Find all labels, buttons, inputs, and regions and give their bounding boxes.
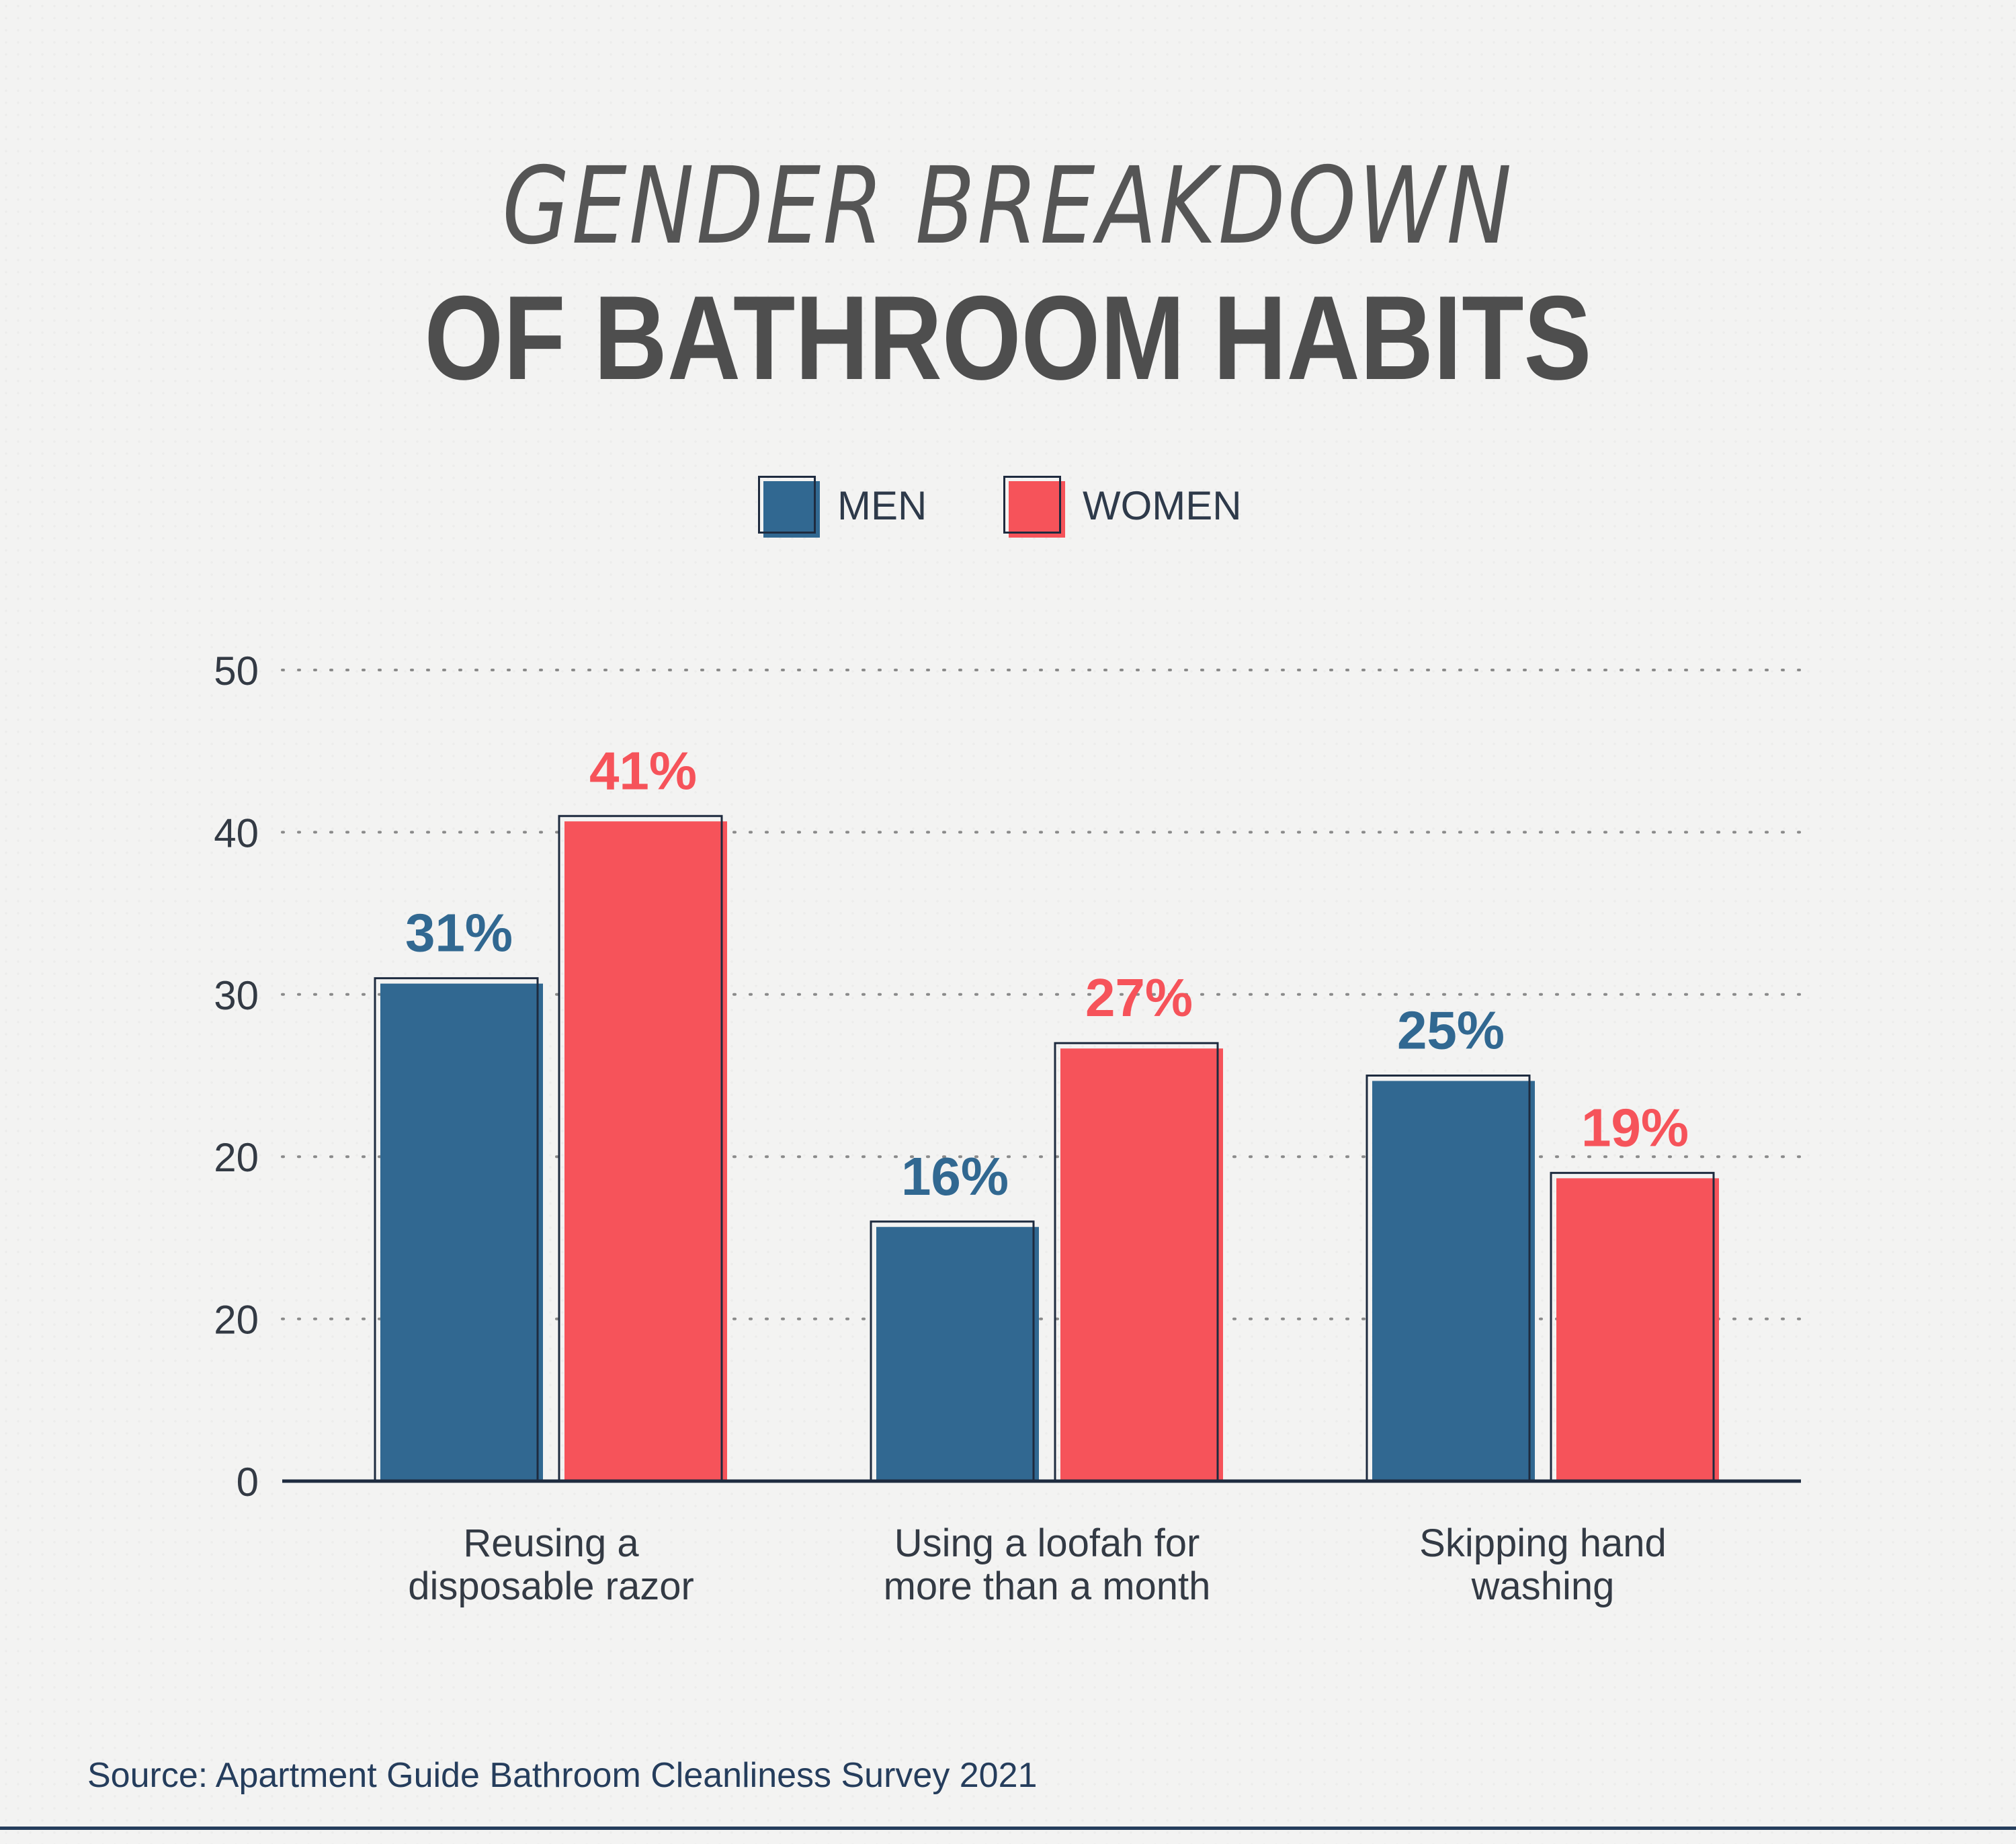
bar-women-2 [1556, 1178, 1719, 1481]
legend-swatch-women [1003, 476, 1065, 538]
x-category-label-0-line-0: Reusing a [463, 1521, 639, 1565]
legend-label-women: WOMEN [1083, 483, 1242, 528]
data-label-men-2: 25% [1397, 1001, 1505, 1060]
y-tick-label-2: 20 [214, 1135, 259, 1180]
bar-women-0 [564, 821, 727, 1481]
y-tick-label-1: 20 [214, 1298, 259, 1343]
chart-title-line2: OF BATHROOM HABITS [424, 271, 1592, 405]
data-label-women-2: 19% [1581, 1097, 1689, 1157]
source-note: Source: Apartment Guide Bathroom Cleanli… [87, 1756, 1038, 1795]
y-tick-label-3: 30 [214, 973, 259, 1018]
x-category-label-1-line-0: Using a loofah for [894, 1521, 1200, 1565]
x-category-label-1-line-1: more than a month [884, 1564, 1211, 1608]
legend-swatch-men [758, 476, 820, 538]
y-tick-label-0: 0 [237, 1460, 259, 1505]
bar-men-1 [876, 1226, 1039, 1481]
data-label-women-0: 41% [589, 741, 697, 800]
chart-title-line1: GENDER BREAKDOWN [502, 144, 1514, 268]
data-label-men-1: 16% [901, 1146, 1009, 1206]
y-tick-label-5: 50 [214, 648, 259, 694]
data-label-women-1: 27% [1085, 968, 1193, 1028]
bar-men-0 [380, 983, 543, 1481]
legend-label-men: MEN [837, 483, 927, 528]
bar-men-2 [1372, 1081, 1535, 1481]
bottom-divider [0, 1827, 2016, 1830]
legend: MEN WOMEN [0, 470, 2016, 538]
y-tick-label-4: 40 [214, 810, 259, 855]
x-category-label-2-line-0: Skipping hand [1419, 1521, 1667, 1565]
x-category-label-0-line-1: disposable razor [408, 1564, 694, 1608]
data-label-men-0: 31% [405, 903, 513, 963]
bar-women-1 [1060, 1048, 1223, 1481]
x-category-label-2-line-1: washing [1471, 1564, 1615, 1608]
